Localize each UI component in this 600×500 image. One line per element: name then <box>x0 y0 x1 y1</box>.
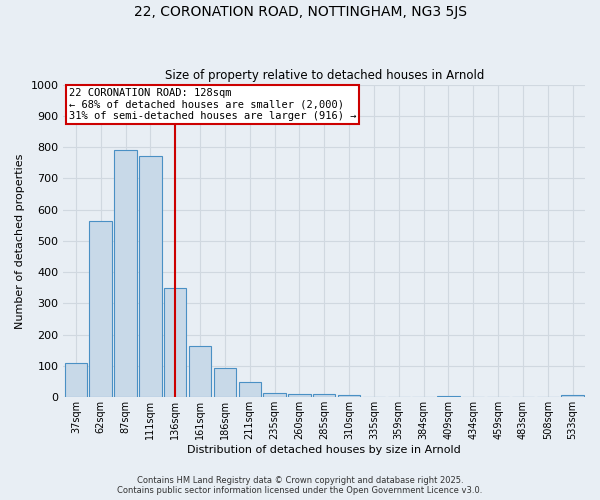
Y-axis label: Number of detached properties: Number of detached properties <box>15 153 25 328</box>
Bar <box>115 150 137 398</box>
X-axis label: Distribution of detached houses by size in Arnold: Distribution of detached houses by size … <box>187 445 461 455</box>
Bar <box>338 395 360 398</box>
Bar <box>89 220 112 398</box>
Bar <box>214 368 236 398</box>
Bar <box>164 288 187 398</box>
Bar <box>189 346 211 398</box>
Text: 22 CORONATION ROAD: 128sqm
← 68% of detached houses are smaller (2,000)
31% of s: 22 CORONATION ROAD: 128sqm ← 68% of deta… <box>68 88 356 121</box>
Bar <box>562 395 584 398</box>
Bar <box>139 156 161 398</box>
Bar <box>313 394 335 398</box>
Bar <box>263 392 286 398</box>
Bar <box>65 363 87 398</box>
Text: 22, CORONATION ROAD, NOTTINGHAM, NG3 5JS: 22, CORONATION ROAD, NOTTINGHAM, NG3 5JS <box>133 5 467 19</box>
Bar <box>239 382 261 398</box>
Bar <box>437 396 460 398</box>
Bar <box>288 394 311 398</box>
Text: Contains HM Land Registry data © Crown copyright and database right 2025.
Contai: Contains HM Land Registry data © Crown c… <box>118 476 482 495</box>
Title: Size of property relative to detached houses in Arnold: Size of property relative to detached ho… <box>164 69 484 82</box>
